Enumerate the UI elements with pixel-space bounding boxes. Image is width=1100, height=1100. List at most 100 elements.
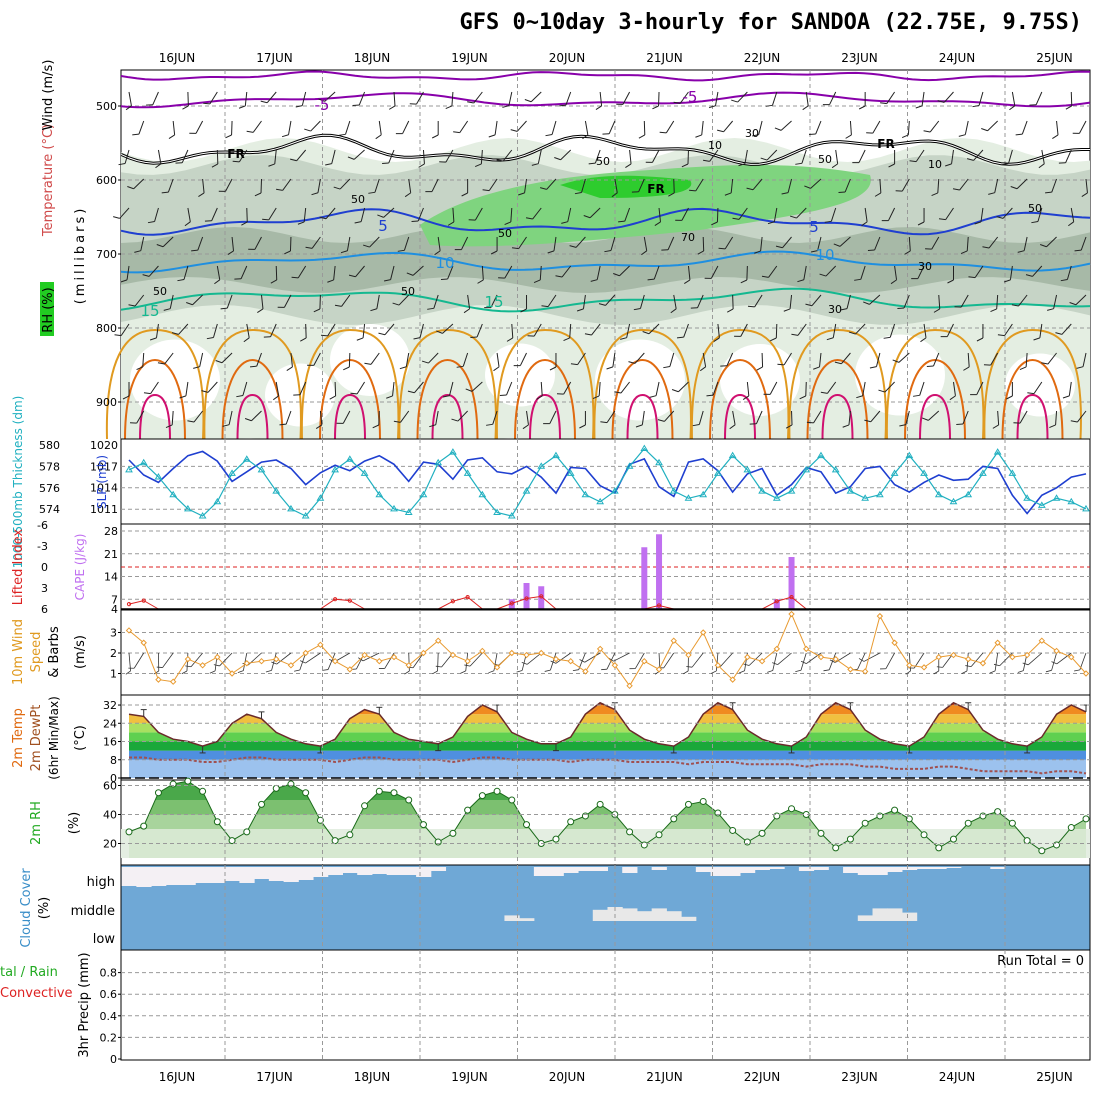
upper-temp-label: Temperature (°C) (41, 124, 56, 237)
wind-barb (746, 178, 763, 191)
wind-barb (663, 352, 675, 369)
surface-barb-flag (213, 664, 220, 667)
wind-barb (982, 236, 999, 249)
wind-barb (182, 91, 189, 110)
slp-marker (419, 490, 428, 498)
slp-marker (213, 497, 222, 505)
day-label-top: 22JUN (744, 51, 781, 65)
wind-barb-shaft (679, 91, 689, 104)
wind-barb-shaft (119, 207, 130, 219)
wind-barb-shaft (655, 381, 660, 396)
cloud-high-bar (268, 867, 285, 881)
wind-barb-flag (645, 161, 653, 163)
cloud-high-bar (151, 867, 167, 886)
wind-barb-flag (134, 250, 141, 253)
wind-barb-shaft (610, 236, 616, 251)
rh-contour-label: 50 (498, 227, 512, 240)
contour-30 (334, 393, 366, 440)
slp-marker (979, 469, 987, 476)
wind-barb-shaft (990, 352, 999, 366)
cloud-high-bar (901, 867, 918, 870)
wind-barb (732, 207, 748, 220)
wind-barb (461, 179, 469, 197)
wind-barb (966, 149, 984, 161)
surface-wind-barb (322, 652, 336, 671)
wind-barb-shaft (844, 178, 851, 193)
wind-barb-flag (395, 133, 403, 135)
rh-marker (258, 800, 266, 808)
slp-marker (875, 490, 884, 498)
surface-barb-flag (772, 662, 778, 665)
wind-barb-flag (392, 302, 400, 306)
wind-barb-shaft (810, 178, 822, 189)
wind-barb-shaft (211, 207, 218, 221)
wind-barb-flag (717, 129, 724, 133)
wind-barb (990, 294, 999, 313)
slp-marker (625, 462, 634, 469)
wind-barb (641, 236, 648, 256)
contour-freezing-inner (120, 134, 1090, 165)
surface-barb-shaft (966, 652, 969, 671)
wind-speed-marker (935, 653, 942, 661)
wind-barb-flag (1003, 279, 1011, 283)
wind-barb-flag (747, 305, 755, 308)
cloud-high-bar (843, 867, 859, 873)
wind-barb-flag (1001, 162, 1009, 166)
wind-barb (625, 149, 632, 168)
wind-speed-marker (361, 651, 368, 659)
day-label-top: 17JUN (256, 51, 293, 65)
surface-barb-flag (686, 666, 693, 668)
cloud-high-bar (710, 867, 726, 876)
surface-barb-flag (1074, 669, 1080, 672)
wind-barb-flag (822, 104, 830, 106)
wind-barb-shaft (653, 265, 660, 280)
wind-barb-flag (1045, 191, 1052, 194)
wind-barb-flag (493, 366, 500, 372)
wind-barb (540, 178, 557, 190)
wind-barb-shaft (773, 207, 778, 222)
contour-25 (611, 358, 674, 440)
rh-marker (464, 806, 472, 814)
precip-label-a: tal / Rain (0, 965, 58, 980)
rh-marker (935, 844, 943, 852)
wind-barb-flag (933, 308, 941, 313)
wind-barb (867, 236, 881, 252)
slp-marker (537, 462, 546, 469)
wind-barb-shaft (437, 236, 441, 251)
wind-barb-flag (319, 216, 327, 220)
slp-marker (272, 487, 281, 494)
wind-barb-flag (804, 185, 811, 189)
wind-speed-line (128, 612, 1087, 687)
wind-barb-shaft (408, 178, 412, 193)
wind-barb (899, 410, 910, 427)
wind-barb-shaft (938, 294, 941, 310)
wind-speed-marker (670, 637, 677, 644)
temp2m-label-a: 2m Temp (11, 708, 26, 768)
wind-barb (702, 149, 719, 162)
cape-bar (773, 599, 780, 609)
wind-barb (588, 149, 601, 165)
day-label-top: 18JUN (354, 51, 391, 65)
wind-barb (661, 236, 675, 251)
wind-barb-flag (854, 278, 861, 281)
wind-barb (1006, 382, 1013, 400)
wind-barb-flag (732, 217, 740, 220)
slp-marker (242, 455, 251, 462)
wind-barb-shaft (1009, 265, 1013, 280)
wind-barb-shaft (737, 91, 748, 103)
wind-barb-shaft (246, 323, 250, 338)
wind-barb-flag (429, 424, 436, 428)
wind-speed-marker (817, 653, 825, 661)
wind-barb-flag (399, 366, 407, 370)
wind-speed-marker (567, 657, 574, 665)
wind-barb (372, 410, 380, 429)
rh-marker (213, 818, 221, 826)
wind-barb-flag (756, 366, 763, 371)
wind-barb-flag (559, 104, 566, 107)
contour-label: 15 (140, 302, 159, 320)
wind-barb-shaft (402, 120, 410, 134)
rh-marker (1053, 841, 1061, 849)
slp-marker (817, 451, 825, 459)
